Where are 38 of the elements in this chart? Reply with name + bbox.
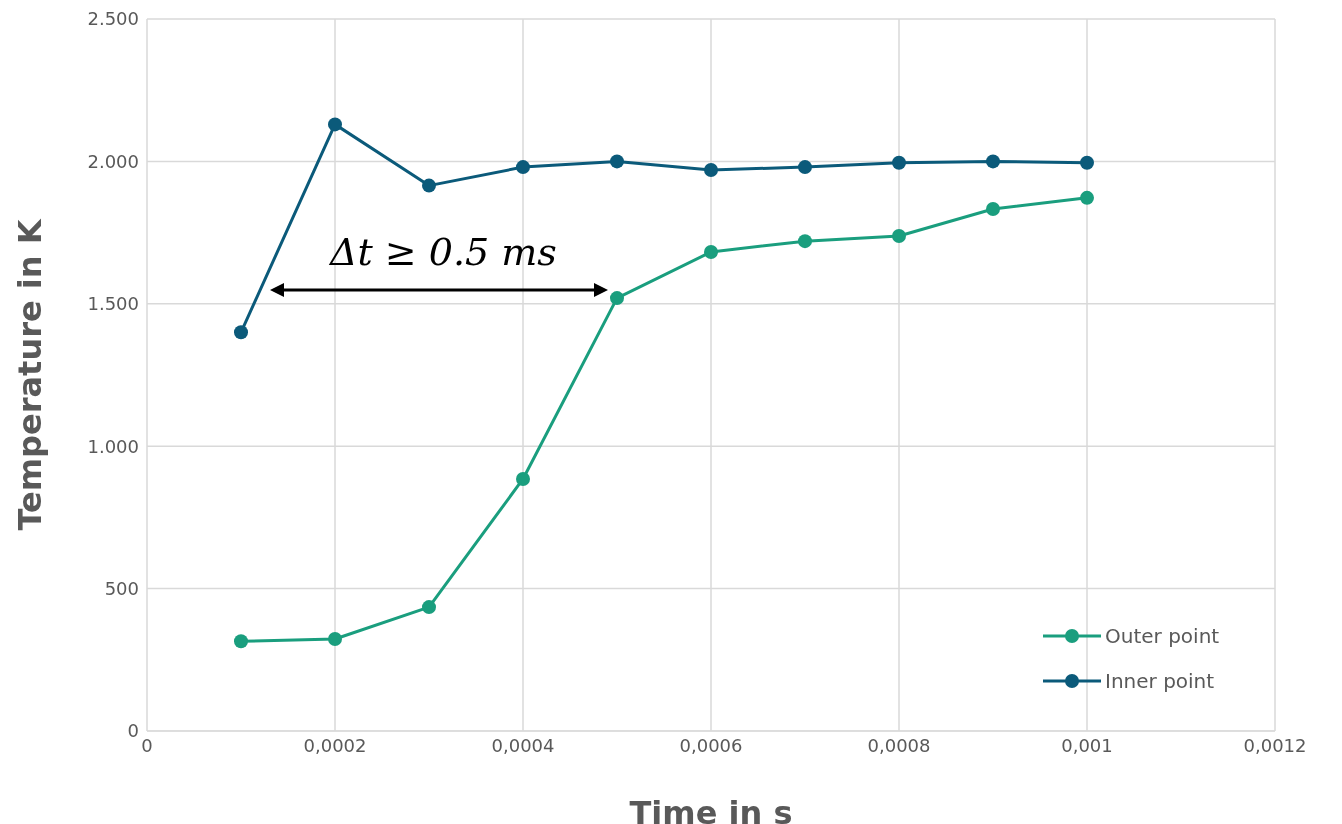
legend-label: Outer point (1105, 623, 1220, 648)
annotation: Δt ≥ 0.5 ms (330, 230, 557, 274)
point (516, 160, 530, 175)
point (234, 634, 248, 649)
x-tick-label: 0,001 (1061, 734, 1113, 756)
point (610, 291, 624, 306)
point (328, 117, 342, 132)
x-tick-label: 0,0004 (491, 734, 555, 756)
point (422, 600, 436, 615)
x-tick-label: 0,0008 (867, 734, 931, 756)
point (516, 471, 530, 486)
point (328, 632, 342, 647)
y-tick-label: 0 (127, 720, 139, 742)
legend-label: Inner point (1105, 668, 1215, 693)
point (704, 244, 718, 259)
x-tick-label: 0,0012 (1243, 734, 1307, 756)
point (798, 234, 812, 249)
point (234, 325, 248, 340)
point (1080, 190, 1094, 205)
y-tick-label: 1.500 (87, 293, 139, 315)
point (892, 155, 906, 170)
point (704, 162, 718, 177)
point (610, 154, 624, 169)
y-tick-label: 2.000 (87, 150, 139, 172)
y-axis-title: Temperature in K (11, 218, 50, 531)
x-tick-label: 0,0006 (679, 734, 743, 756)
point (422, 178, 436, 193)
y-tick-label: 1.000 (87, 435, 139, 457)
x-tick-label: 0 (141, 734, 153, 756)
point (892, 229, 906, 244)
point (986, 154, 1000, 169)
point (986, 201, 1000, 216)
y-tick-label: 500 (104, 577, 139, 599)
x-axis-title: Time in s (629, 794, 793, 824)
x-tick-label: 0,0002 (303, 734, 367, 756)
y-tick-label: 2.500 (87, 8, 139, 30)
point (1080, 155, 1094, 170)
point (798, 160, 812, 175)
